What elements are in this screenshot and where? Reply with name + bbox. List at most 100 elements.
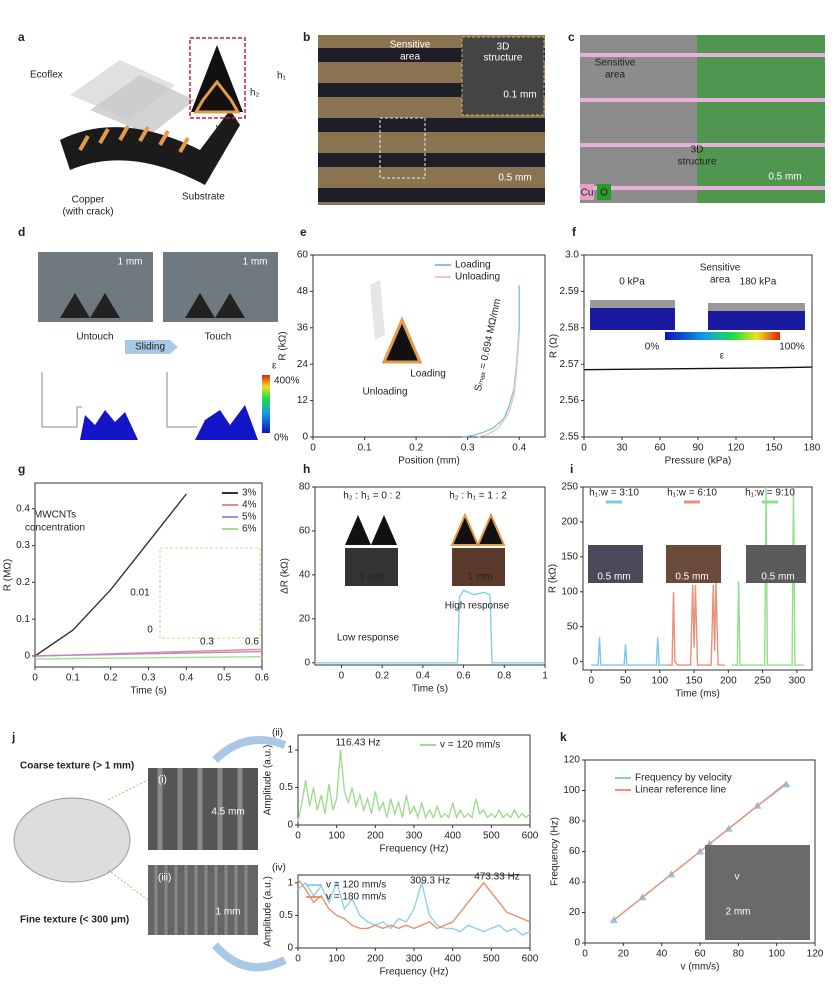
- panel-label: (ii): [272, 728, 283, 739]
- legend-label: Unloading: [455, 272, 500, 283]
- x-tick-label: 150: [686, 676, 703, 687]
- x-axis-label: Time (s): [412, 684, 448, 695]
- x-tick-label: 0: [588, 676, 594, 687]
- y-tick-label: 250: [561, 482, 578, 493]
- marker: [782, 780, 791, 788]
- inset-box: [159, 547, 261, 639]
- x-tick-label: 60: [694, 949, 706, 960]
- y-axis-label: Frequency (Hz): [550, 817, 561, 886]
- inset-photo: [705, 845, 810, 940]
- x-tick-label: 600: [522, 954, 539, 965]
- series-line: [34, 493, 187, 657]
- series-line: [666, 581, 725, 666]
- inset-triangles: [450, 512, 506, 548]
- x-tick-label: 40: [656, 949, 668, 960]
- panel-label: h: [303, 462, 310, 476]
- annotation: Low response: [337, 633, 400, 644]
- inset-photo: [666, 545, 721, 583]
- copper-teeth: [78, 125, 190, 153]
- x-tick-label: 0.8: [497, 671, 511, 682]
- x-tick-label: 0.4: [416, 671, 430, 682]
- series-line: [583, 366, 813, 371]
- y-axis-label: Amplitude (a.u.): [263, 876, 274, 947]
- label: Sensitive: [595, 58, 636, 69]
- scale-label: 1 mm: [216, 907, 241, 918]
- label: Substrate: [182, 192, 225, 203]
- plot-frame: [312, 254, 546, 438]
- y-tick-label: 100: [561, 586, 578, 597]
- annotation: 0: [147, 625, 153, 636]
- x-tick-label: 0: [295, 831, 301, 842]
- x-tick-label: 1: [542, 671, 548, 682]
- label: (iii): [158, 873, 171, 884]
- x-tick-label: 80: [733, 949, 745, 960]
- annotation: 100%: [779, 342, 805, 353]
- scale-label: 0.5 mm: [498, 173, 531, 184]
- annotation: Loading: [410, 369, 446, 380]
- inset-photo: [345, 548, 398, 586]
- label: Fine texture (< 300 μm): [20, 915, 129, 926]
- x-axis-label: Time (ms): [675, 689, 720, 700]
- label: structure: [484, 53, 523, 64]
- series-line: [613, 782, 787, 921]
- x-tick-label: 0: [582, 949, 588, 960]
- inset-triangles: [345, 515, 397, 545]
- panel-c: c Sensitive area 3D structure 0.5 mm Cu …: [568, 30, 825, 203]
- colorbar: [262, 375, 270, 433]
- label: Sliding: [135, 342, 165, 353]
- nerve: [107, 779, 149, 901]
- y-tick-label: 2.58: [560, 322, 580, 333]
- plot-frame: [582, 486, 813, 671]
- y-tick-label: 0: [287, 943, 293, 954]
- x-tick-label: 100: [328, 831, 345, 842]
- x-axis-label: Position (mm): [398, 456, 460, 467]
- y-tick-label: 20: [299, 613, 311, 624]
- annotation: 1 mm: [360, 572, 385, 583]
- label: Touch: [205, 332, 232, 343]
- annotation: 0.5 mm: [675, 572, 708, 583]
- annotation: 0.6: [245, 637, 259, 648]
- label: 3D: [497, 42, 510, 53]
- sim-outline: [41, 372, 197, 428]
- panel-label: e: [300, 225, 307, 239]
- x-tick-label: 50: [620, 676, 632, 687]
- o-swatch: [597, 184, 611, 200]
- label: Ecoflex: [30, 70, 63, 81]
- x-tick-label: 0.5: [217, 673, 231, 684]
- x-tick-label: 0.3: [461, 443, 475, 454]
- x-tick-label: 0.1: [358, 443, 372, 454]
- annotation: MWCNTs: [34, 510, 76, 521]
- y-tick-label: 1: [287, 877, 293, 888]
- x-tick-label: 500: [483, 954, 500, 965]
- label: (with crack): [62, 207, 113, 218]
- x-tick-label: 0.2: [104, 673, 118, 684]
- legend-label: 6%: [242, 524, 257, 535]
- texture: [154, 865, 248, 935]
- legend-label: 5%: [242, 512, 257, 523]
- panel-d: d 1 mm 1 mm Untouch Touch Sliding 400% 0…: [18, 225, 300, 443]
- scale-label: 0.1 mm: [503, 90, 536, 101]
- annotation: 0.01: [130, 588, 150, 599]
- oxygen-map: [697, 35, 825, 203]
- y-tick-label: 0: [572, 656, 578, 667]
- x-tick-label: 250: [754, 676, 771, 687]
- x-tick-label: 120: [807, 949, 824, 960]
- y-tick-label: 36: [297, 322, 309, 333]
- inset-triangle: [381, 316, 423, 364]
- x-tick-label: 0: [581, 443, 587, 454]
- x-tick-label: 0.3: [142, 673, 156, 684]
- label: Untouch: [76, 332, 113, 343]
- x-tick-label: 20: [618, 949, 630, 960]
- x-tick-label: 300: [789, 676, 806, 687]
- x-tick-label: 500: [483, 831, 500, 842]
- panel-b: b Sensitive area 3D structure 0.1 mm 0.5…: [303, 30, 545, 205]
- y-tick-label: 0: [24, 651, 30, 662]
- annotation: 0 kPa: [619, 277, 645, 288]
- legend-label: O: [600, 188, 608, 199]
- inset-sim: [708, 311, 805, 330]
- inset-photo: [452, 548, 505, 586]
- x-tick-label: 90: [692, 443, 704, 454]
- x-tick-label: 200: [720, 676, 737, 687]
- annotation: Unloading: [362, 387, 407, 398]
- label: Copper: [72, 195, 105, 206]
